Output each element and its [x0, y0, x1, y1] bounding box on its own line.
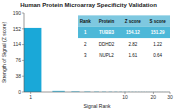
- chart: Human Protein Microarray Specificity Val…: [0, 0, 177, 111]
- y-tick-label: 152: [13, 26, 22, 32]
- y-tick: [22, 60, 24, 61]
- y-tick: [22, 92, 24, 93]
- table-cell: 1.22: [153, 42, 162, 47]
- table-cell: 1.61: [128, 53, 137, 58]
- y-tick-label: 38: [15, 73, 21, 79]
- table-cell: 0.64: [153, 53, 162, 58]
- title: Human Protein Microarray Specificity Val…: [20, 2, 157, 8]
- y-tick-label: 190: [13, 10, 22, 16]
- table-row-bg: [78, 38, 170, 49]
- table-header-cell: S score: [149, 19, 166, 24]
- x-axis-line: [24, 92, 170, 93]
- bar: [24, 28, 41, 92]
- table-cell: 2.82: [128, 42, 137, 47]
- x-axis-label: Signal Rank: [84, 103, 111, 109]
- y-tick: [22, 76, 24, 77]
- table-cell: 3: [84, 53, 87, 58]
- y-tick: [22, 28, 24, 29]
- x-tick-label: 1: [29, 94, 32, 100]
- table-row-bg: [78, 27, 170, 38]
- y-tick-label: 0: [18, 89, 21, 95]
- table-header-cell: Z score: [125, 19, 142, 24]
- x-tick-label: 10: [122, 94, 128, 100]
- table-cell: 2: [84, 42, 87, 47]
- y-tick: [22, 44, 24, 45]
- table-header-bg: [78, 15, 170, 26]
- y-tick: [22, 13, 24, 14]
- x-tick-label: 20: [151, 94, 157, 100]
- table: Rank Protein Z score S score 1 TUBB3 154.12 151…: [78, 15, 170, 61]
- table-header-cell: Rank: [80, 19, 92, 24]
- table-cell: 154.12: [126, 30, 140, 35]
- y-tick-label: 76: [15, 57, 21, 63]
- y-axis-line: [24, 13, 25, 92]
- table-cell: NUPL2: [99, 53, 114, 58]
- table-row-bg: [78, 50, 170, 61]
- y-axis-label: Strength of Signal (Z score): [1, 22, 7, 83]
- x-tick-label: 30: [167, 94, 173, 100]
- table-header-cell: Protein: [99, 19, 115, 24]
- table-cell: 151.29: [151, 30, 165, 35]
- table-cell: TUBB3: [99, 30, 114, 35]
- table-cell: DDHD2: [99, 42, 115, 47]
- table-cell: 1: [84, 30, 87, 35]
- y-tick-label: 114: [13, 41, 21, 47]
